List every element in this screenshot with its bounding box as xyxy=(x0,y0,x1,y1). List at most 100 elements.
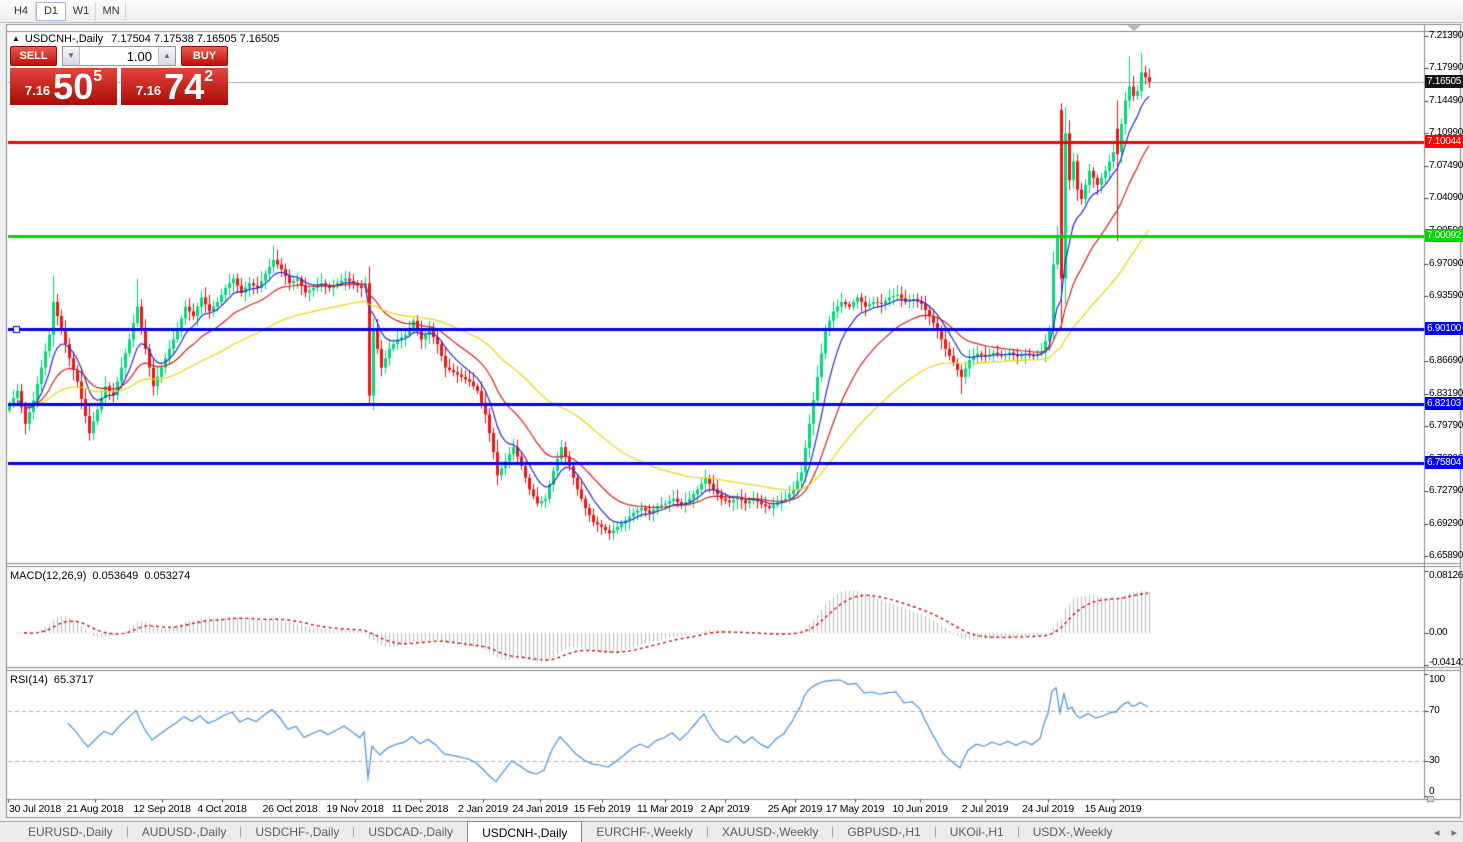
macd-axis-tick: 0.081265 xyxy=(1429,570,1463,581)
tab-separator xyxy=(126,827,128,837)
sell-price-big: 50 xyxy=(53,66,94,107)
price-axis-tick: 6.83190 xyxy=(1429,387,1463,399)
date-axis-label: 21 Aug 2018 xyxy=(66,803,124,815)
timeframe-button-h4[interactable]: H4 xyxy=(6,1,36,21)
date-axis-label: 11 Mar 2019 xyxy=(637,803,693,815)
sell-price-prefix: 7.16 xyxy=(24,83,51,98)
rsi-label: RSI(14) xyxy=(10,674,48,686)
sell-price-tile[interactable]: 7.16 50 5 xyxy=(10,67,117,105)
price-axis-tick: 7.10990 xyxy=(1429,127,1463,139)
date-axis-label: 2 Jul 2019 xyxy=(961,803,1009,815)
rsi-axis-tick: 100 xyxy=(1429,674,1445,685)
price-axis-tick: 7.14490 xyxy=(1429,94,1463,106)
price-axis-tick: 7.04090 xyxy=(1429,192,1463,204)
buy-price-pip: 2 xyxy=(204,68,214,85)
rsi-axis-tick: 30 xyxy=(1429,755,1440,766)
sell-price-pip: 5 xyxy=(93,68,103,85)
date-axis-label: 24 Jul 2019 xyxy=(1021,803,1075,815)
date-axis-label: 24 Jan 2019 xyxy=(512,803,568,815)
date-axis-label: 19 Nov 2018 xyxy=(326,803,384,815)
symbol-tab-xauusd[interactable]: XAUUSD-,Weekly xyxy=(721,825,819,839)
chart-title: ▲ USDCNH-,Daily 7.17504 7.17538 7.16505 7.… xyxy=(12,33,279,45)
price-axis-tick: 6.79790 xyxy=(1429,419,1463,431)
symbol-tab-audusd[interactable]: AUDUSD-,Daily xyxy=(141,825,227,839)
symbol-tab-usdcnh[interactable]: USDCNH-,Daily xyxy=(467,821,583,842)
current-price-badge: 7.16505 xyxy=(1425,74,1463,88)
timeframe-button-mn[interactable]: MN xyxy=(96,1,126,21)
date-axis-label: 2 Apr 2019 xyxy=(700,803,750,815)
macd-header: MACD(12,26,9) 0.053649 0.053274 xyxy=(10,570,190,582)
tab-separator xyxy=(832,827,834,837)
tab-scroll-left-icon[interactable]: ◂ xyxy=(1433,827,1440,839)
tab-separator xyxy=(353,827,355,837)
price-axis-tick: 6.72790 xyxy=(1429,485,1463,497)
date-axis-label: 15 Feb 2019 xyxy=(573,803,631,815)
timeframe-button-d1[interactable]: D1 xyxy=(36,1,66,21)
date-axis-label: 2 Jan 2019 xyxy=(458,803,508,815)
date-axis-label: 17 May 2019 xyxy=(825,803,885,815)
price-axis-tick: 7.07490 xyxy=(1429,160,1463,172)
symbol-tab-bar: EURUSD-,Daily AUDUSD-,Daily USDCHF-,Daily U… xyxy=(0,821,1463,842)
price-level-badge: 7.10044 xyxy=(1425,135,1463,149)
price-level-badge: 6.90100 xyxy=(1425,322,1463,336)
price-axis-tick: 6.69290 xyxy=(1429,518,1463,530)
date-axis-label: 26 Oct 2018 xyxy=(262,803,318,815)
date-axis-label: 10 Jun 2019 xyxy=(892,803,948,815)
date-axis-label: 4 Oct 2018 xyxy=(197,803,247,815)
chart-symbol-label: USDCNH-,Daily xyxy=(24,33,104,45)
chart-ohlc-values: 7.17504 7.17538 7.16505 7.16505 xyxy=(111,33,280,45)
timeframe-button-w1[interactable]: W1 xyxy=(66,1,96,21)
date-axis-label: 12 Sep 2018 xyxy=(133,803,191,815)
price-level-badge: 7.00092 xyxy=(1425,228,1463,242)
one-click-trade-panel: SELL ▼ ▲ BUY 7.16 50 5 7.16 74 2 xyxy=(10,46,228,105)
macd-label: MACD(12,26,9) xyxy=(10,570,87,582)
symbol-tab-usdx[interactable]: USDX-,Weekly xyxy=(1032,825,1113,839)
symbol-tab-usdchf[interactable]: USDCHF-,Daily xyxy=(255,825,340,839)
price-axis-tick: 6.97090 xyxy=(1429,257,1463,269)
macd-signal-value: 0.053274 xyxy=(144,570,191,582)
price-axis-tick: 7.17990 xyxy=(1429,61,1463,73)
price-level-badge: 6.75804 xyxy=(1425,456,1463,470)
date-axis-label: 15 Aug 2019 xyxy=(1084,803,1142,815)
tab-separator xyxy=(934,827,936,837)
symbol-tab-eurchf[interactable]: EURCHF-,Weekly xyxy=(596,825,693,839)
rsi-axis-tick: 70 xyxy=(1429,705,1440,716)
buy-button[interactable]: BUY xyxy=(181,46,228,66)
date-axis-label: 30 Jul 2018 xyxy=(8,803,62,815)
volume-increase-button[interactable]: ▲ xyxy=(158,47,175,65)
sell-button[interactable]: SELL xyxy=(10,46,57,66)
timeframe-toolbar: H4 D1 W1 MN xyxy=(0,0,1463,23)
symbol-tab-ukoil[interactable]: UKOil-,H1 xyxy=(949,825,1004,839)
symbol-tab-usdcad[interactable]: USDCAD-,Daily xyxy=(368,825,454,839)
tab-scroll-right-icon[interactable]: ▸ xyxy=(1451,827,1457,839)
symbol-tab-eurusd[interactable]: EURUSD-,Daily xyxy=(28,825,113,839)
volume-decrease-button[interactable]: ▼ xyxy=(63,47,80,65)
price-axis-tick: 7.21390 xyxy=(1429,30,1463,41)
chart-scroll-position-marker[interactable] xyxy=(1127,25,1141,31)
buy-price-prefix: 7.16 xyxy=(135,83,162,98)
macd-axis-tick: 0.00 xyxy=(1429,627,1448,638)
collapse-trade-panel-icon[interactable]: ▲ xyxy=(12,34,20,43)
buy-price-tile[interactable]: 7.16 74 2 xyxy=(121,67,228,105)
date-axis-label: 25 Apr 2019 xyxy=(767,803,823,815)
macd-main-value: 0.053649 xyxy=(92,570,139,582)
rsi-value: 65.3717 xyxy=(53,674,94,686)
tab-separator xyxy=(706,827,708,837)
price-axis-tick: 6.93590 xyxy=(1429,290,1463,302)
tab-separator xyxy=(1017,827,1019,837)
buy-price-big: 74 xyxy=(164,66,205,107)
symbol-tab-gbpusd[interactable]: GBPUSD-,H1 xyxy=(847,825,921,839)
volume-input[interactable] xyxy=(80,47,158,65)
macd-axis-tick: -0.041412 xyxy=(1429,657,1463,668)
date-axis-label: 11 Dec 2018 xyxy=(391,803,449,815)
rsi-header: RSI(14) 65.3717 xyxy=(10,674,94,686)
price-axis-tick: 6.86690 xyxy=(1429,355,1463,367)
tab-scroll-arrows: ◂ ▸ xyxy=(1434,822,1457,842)
volume-spinner: ▼ ▲ xyxy=(62,46,176,66)
price-axis-tick: 6.65890 xyxy=(1429,550,1463,561)
tab-separator xyxy=(240,827,242,837)
rsi-axis-tick: 0 xyxy=(1429,786,1435,797)
price-level-badge: 6.82103 xyxy=(1425,397,1463,411)
